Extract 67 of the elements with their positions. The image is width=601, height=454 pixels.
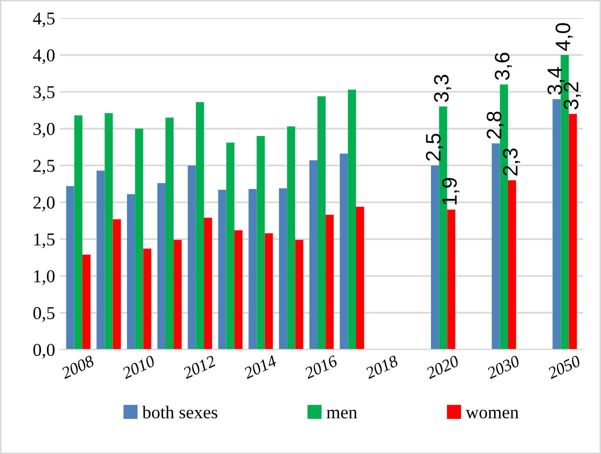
bar (317, 96, 326, 350)
data-label: 1,9 (442, 178, 460, 204)
y-tick-label: 4,0 (33, 49, 55, 64)
y-tick-label: 3,5 (34, 86, 55, 101)
bar (309, 160, 318, 350)
data-label: 3,6 (494, 52, 512, 80)
x-tick-label: 2030 (486, 354, 521, 380)
bar (568, 114, 577, 350)
bar (196, 102, 204, 350)
bar (234, 230, 242, 350)
legend-label: both sexes (142, 406, 218, 418)
bar (348, 90, 356, 350)
data-label: 3,4 (547, 67, 565, 95)
y-tick-label: 4,5 (33, 12, 55, 28)
data-label: 3,3 (434, 74, 452, 102)
bar (508, 180, 516, 350)
bar (430, 165, 440, 350)
bar (165, 118, 174, 350)
data-label: 2,8 (486, 112, 504, 139)
bar (340, 154, 348, 350)
y-tick-label: 1,0 (34, 270, 55, 285)
bar (188, 165, 196, 350)
legend-label: women (466, 410, 519, 418)
bar (74, 115, 82, 350)
data-label: 3,2 (564, 82, 581, 110)
x-tick-label: 2016 (303, 354, 338, 380)
y-tick-label: 0,0 (33, 344, 55, 359)
bar (287, 126, 296, 350)
bar (256, 136, 265, 350)
bar (204, 218, 212, 350)
bar (126, 194, 136, 350)
bar (104, 113, 113, 350)
x-tick-label: 2050 (546, 354, 582, 380)
y-tick-label: 0,5 (33, 307, 55, 322)
bar (218, 190, 226, 350)
x-tick-label: 2018 (364, 354, 400, 380)
y-tick-label: 3,0 (34, 122, 55, 138)
legend-label: men (326, 410, 358, 418)
bar (447, 210, 456, 350)
y-tick-label: 2,0 (33, 196, 55, 212)
y-tick-label: 2,5 (33, 160, 55, 174)
x-tick-label: 2012 (182, 355, 216, 380)
bar (112, 219, 121, 350)
x-tick-label: 2008 (60, 354, 96, 380)
data-label: 2,3 (502, 148, 520, 176)
bar (66, 186, 74, 350)
bar (226, 142, 234, 350)
bar (326, 214, 334, 350)
bar (278, 188, 288, 350)
y-tick-label: 1,5 (34, 233, 55, 248)
x-tick-label: 2010 (121, 354, 156, 380)
data-label: 4,0 (556, 23, 573, 51)
bar (135, 128, 144, 350)
bar (295, 240, 304, 350)
bar (157, 183, 166, 350)
bar (143, 248, 152, 350)
x-tick-label: 2020 (425, 354, 460, 380)
bar (264, 233, 273, 350)
bar (552, 99, 561, 350)
bar (356, 206, 364, 350)
bar (174, 240, 182, 350)
bar (248, 189, 257, 350)
bar (96, 170, 105, 350)
bar (82, 254, 90, 350)
data-label: 2,5 (426, 134, 444, 161)
bar (492, 143, 500, 350)
x-tick-label: 2014 (242, 355, 278, 380)
